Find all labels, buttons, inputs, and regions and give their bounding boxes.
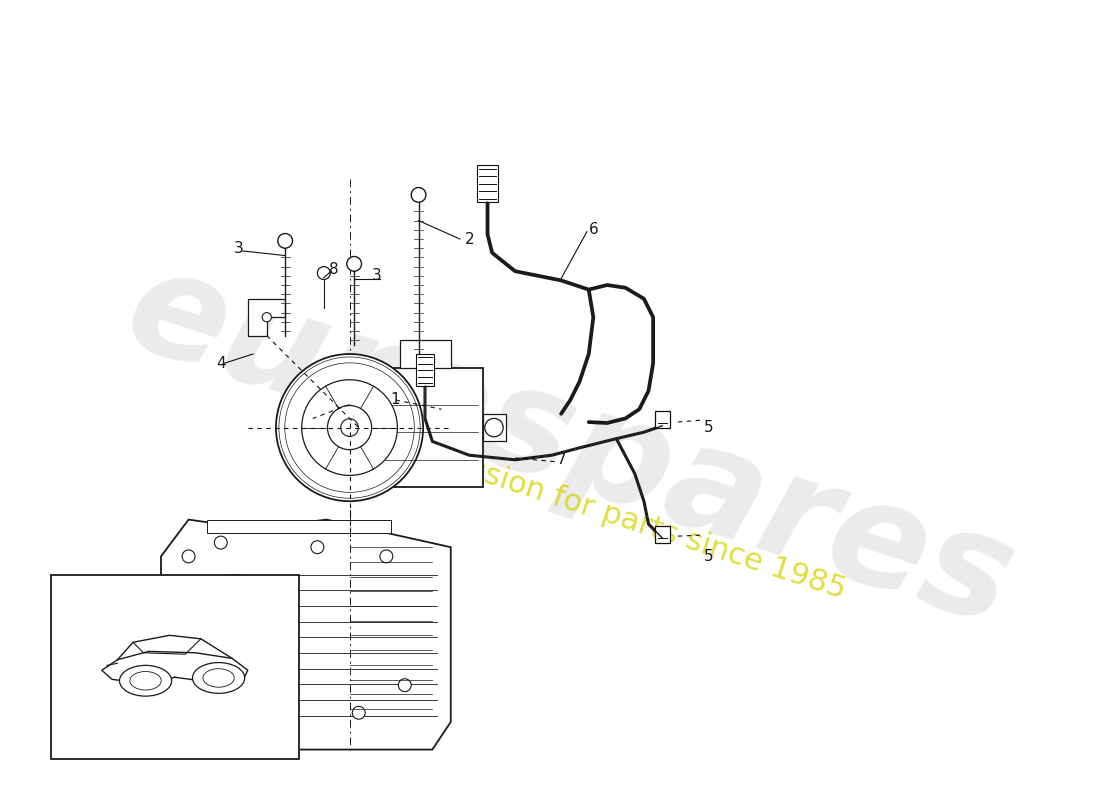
Circle shape xyxy=(318,266,330,279)
Text: 6: 6 xyxy=(588,222,598,238)
Bar xyxy=(373,368,483,487)
Bar xyxy=(416,354,434,386)
Circle shape xyxy=(214,536,228,549)
Text: 8: 8 xyxy=(329,262,339,277)
Circle shape xyxy=(188,574,280,666)
Bar xyxy=(207,519,390,534)
Polygon shape xyxy=(161,519,451,750)
Text: 3: 3 xyxy=(234,241,244,256)
Text: 2: 2 xyxy=(464,231,474,246)
Circle shape xyxy=(311,541,323,554)
Circle shape xyxy=(183,550,195,563)
Bar xyxy=(483,414,506,442)
Circle shape xyxy=(398,678,411,692)
Circle shape xyxy=(262,313,272,322)
Polygon shape xyxy=(249,299,285,336)
Circle shape xyxy=(379,550,393,563)
Circle shape xyxy=(352,706,365,719)
Bar xyxy=(400,340,451,368)
Text: 5: 5 xyxy=(704,549,713,564)
Text: 4: 4 xyxy=(216,356,225,370)
Bar xyxy=(654,526,670,542)
Bar xyxy=(477,166,497,202)
Circle shape xyxy=(276,354,424,501)
Circle shape xyxy=(207,593,262,648)
Ellipse shape xyxy=(120,666,172,696)
Text: 1: 1 xyxy=(390,393,400,407)
Text: 3: 3 xyxy=(372,268,382,283)
Circle shape xyxy=(187,688,199,701)
Ellipse shape xyxy=(202,669,234,687)
Bar xyxy=(51,574,299,758)
Circle shape xyxy=(346,257,362,271)
Text: eurospares: eurospares xyxy=(110,237,1031,655)
Circle shape xyxy=(301,380,397,475)
Text: a passion for parts since 1985: a passion for parts since 1985 xyxy=(402,434,849,605)
Circle shape xyxy=(278,725,292,738)
Bar xyxy=(654,411,670,427)
Circle shape xyxy=(278,234,293,248)
Circle shape xyxy=(341,418,359,437)
Text: 5: 5 xyxy=(704,420,713,435)
Circle shape xyxy=(485,418,503,437)
Text: 7: 7 xyxy=(557,452,566,467)
Circle shape xyxy=(328,406,372,450)
Ellipse shape xyxy=(192,662,244,694)
Circle shape xyxy=(411,187,426,202)
Ellipse shape xyxy=(130,671,162,690)
